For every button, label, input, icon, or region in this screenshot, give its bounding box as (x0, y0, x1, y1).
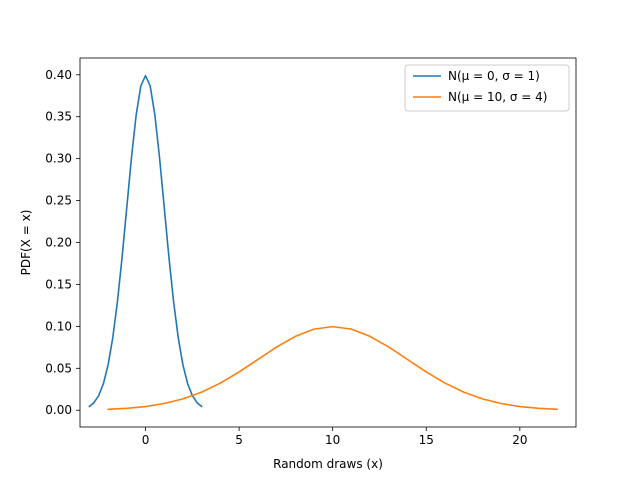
y-tick-label: 0.10 (45, 319, 72, 333)
y-tick-label: 0.40 (45, 68, 72, 82)
x-axis: 0 5 10 15 20 (142, 427, 527, 447)
y-tick-label: 0.05 (45, 361, 72, 375)
legend-entry-1: N(μ = 0, σ = 1) (448, 69, 540, 83)
x-tick-label: 0 (142, 433, 150, 447)
y-tick-label: 0.35 (45, 110, 72, 124)
legend-box (404, 64, 570, 112)
x-axis-label: Random draws (x) (273, 457, 383, 471)
y-tick-label: 0.30 (45, 152, 72, 166)
x-tick-label: 5 (235, 433, 243, 447)
y-tick-label: 0.20 (45, 236, 72, 250)
legend: N(μ = 0, σ = 1) N(μ = 10, σ = 4) (404, 64, 570, 112)
y-axis-label: PDF(X = x) (19, 210, 33, 276)
y-axis: 0.00 0.05 0.10 0.15 0.20 0.25 0.30 0.35 0.40 (45, 68, 80, 417)
x-tick-label: 20 (512, 433, 527, 447)
y-tick-label: 0.00 (45, 403, 72, 417)
series-line-2 (107, 325, 559, 411)
series-line-1 (88, 74, 203, 408)
x-tick-label: 15 (419, 433, 434, 447)
legend-entry-2: N(μ = 10, σ = 4) (448, 90, 547, 104)
x-tick-label: 10 (325, 433, 340, 447)
y-tick-label: 0.25 (45, 194, 72, 208)
series-lines (88, 74, 559, 411)
y-tick-label: 0.15 (45, 277, 72, 291)
